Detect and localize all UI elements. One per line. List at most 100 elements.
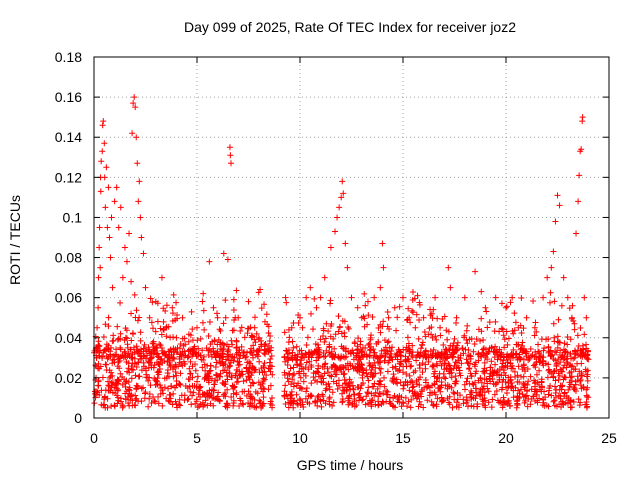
data-point (478, 379, 485, 386)
data-point (297, 374, 304, 381)
data-point (551, 383, 558, 390)
data-point (214, 376, 221, 383)
data-point (129, 130, 136, 137)
data-point (160, 326, 167, 333)
data-point (346, 392, 353, 399)
data-point (233, 366, 240, 373)
data-point (133, 395, 140, 402)
data-point (444, 395, 451, 402)
data-point (405, 398, 412, 405)
data-point (128, 278, 135, 285)
data-point (187, 332, 194, 339)
data-point (391, 375, 398, 382)
data-point (490, 348, 497, 355)
data-point (103, 341, 110, 348)
data-point (268, 344, 275, 351)
data-point (447, 284, 454, 291)
data-point (138, 367, 145, 374)
data-point (285, 378, 292, 385)
data-point (148, 355, 155, 362)
data-point (220, 250, 227, 257)
data-point (173, 334, 180, 341)
data-point (116, 365, 123, 372)
data-point (396, 303, 403, 310)
data-point (136, 178, 143, 185)
data-point (322, 400, 329, 407)
data-point (546, 348, 553, 355)
data-point (216, 326, 223, 333)
data-point (509, 383, 516, 390)
data-point (560, 274, 567, 281)
data-point (545, 361, 552, 368)
data-point (547, 299, 554, 306)
data-point (531, 332, 538, 339)
data-point (332, 371, 339, 378)
data-point (444, 353, 451, 360)
data-point (445, 328, 452, 335)
data-point (564, 334, 571, 341)
data-point (463, 327, 470, 334)
data-point (339, 390, 346, 397)
data-point (295, 320, 302, 327)
data-point (258, 305, 265, 312)
data-point (105, 184, 112, 191)
data-point (558, 403, 565, 410)
y-tick-label: 0.14 (55, 129, 82, 145)
data-point (417, 374, 424, 381)
data-point (568, 314, 575, 321)
data-point (548, 370, 555, 377)
data-point (464, 340, 471, 347)
data-point (141, 395, 148, 402)
data-point (302, 350, 309, 357)
data-point (293, 343, 300, 350)
data-point (556, 372, 563, 379)
data-point (469, 380, 476, 387)
data-point (214, 341, 221, 348)
data-point (102, 204, 109, 211)
data-point (570, 366, 577, 373)
data-point (199, 399, 206, 406)
data-point (516, 379, 523, 386)
data-point (357, 341, 364, 348)
data-point (317, 398, 324, 405)
data-point (437, 332, 444, 339)
data-point (287, 392, 294, 399)
data-point (115, 397, 122, 404)
data-point (567, 374, 574, 381)
data-point (372, 389, 379, 396)
data-point (189, 363, 196, 370)
data-point (450, 389, 457, 396)
data-point (105, 323, 112, 330)
data-point (249, 333, 256, 340)
data-point (541, 388, 548, 395)
data-point (384, 391, 391, 398)
data-point (451, 396, 458, 403)
data-point (345, 395, 352, 402)
data-point (95, 338, 102, 345)
data-point (342, 240, 349, 247)
data-point (300, 365, 307, 372)
data-point (335, 313, 342, 320)
data-point (381, 383, 388, 390)
data-point (281, 329, 288, 336)
data-point (233, 379, 240, 386)
data-point (232, 370, 239, 377)
data-point (339, 384, 346, 391)
data-point (199, 347, 206, 354)
data-point (142, 389, 149, 396)
x-tick-label: 5 (193, 430, 201, 446)
data-point (385, 338, 392, 345)
data-point (493, 387, 500, 394)
data-point (370, 383, 377, 390)
data-point (348, 379, 355, 386)
data-point (553, 360, 560, 367)
data-point (581, 331, 588, 338)
data-point (530, 393, 537, 400)
data-point (213, 359, 220, 366)
data-point (526, 355, 533, 362)
data-point (536, 381, 543, 388)
data-point (153, 359, 160, 366)
data-point (303, 388, 310, 395)
data-point (187, 370, 194, 377)
data-point (451, 335, 458, 342)
